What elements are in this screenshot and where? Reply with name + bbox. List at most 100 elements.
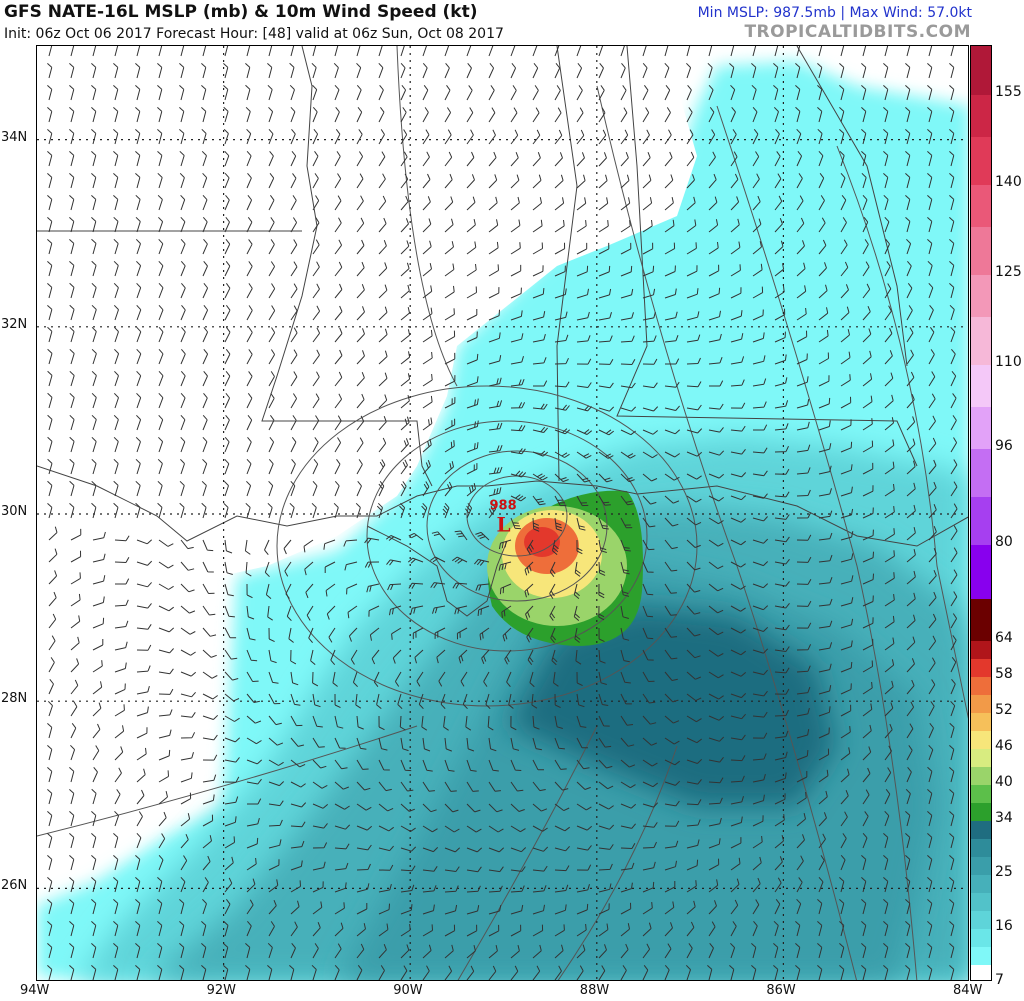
wind-barb	[796, 578, 812, 585]
wind-barb	[686, 900, 696, 915]
wind-barb	[479, 627, 490, 641]
wind-barb	[306, 605, 314, 621]
wind-barb	[554, 451, 570, 458]
wind-barb	[180, 539, 194, 550]
wind-barb	[730, 899, 739, 915]
wind-barb	[554, 311, 568, 321]
wind-barb	[884, 483, 895, 497]
wind-barb	[488, 85, 495, 101]
wind-barb	[774, 263, 785, 277]
wind-barb	[91, 877, 97, 893]
wind-barb	[554, 924, 565, 937]
wind-barb	[290, 106, 296, 123]
wind-barb	[47, 392, 53, 409]
wind-barb	[620, 312, 634, 321]
wind-barb	[378, 240, 387, 255]
wind-barb	[224, 414, 230, 431]
wind-barb	[774, 514, 790, 520]
wind-barb	[642, 671, 655, 682]
wind-barb	[550, 627, 557, 644]
wind-barb	[48, 46, 53, 57]
wind-barb	[664, 715, 680, 724]
wind-barb	[554, 174, 564, 189]
wind-barb	[906, 394, 915, 409]
wind-barb	[752, 815, 764, 827]
wind-barb	[884, 637, 895, 651]
wind-barb	[224, 649, 238, 660]
wind-barb	[752, 263, 763, 277]
wind-barb	[576, 311, 590, 321]
wind-barb	[752, 493, 768, 499]
wind-barb	[664, 964, 670, 980]
wind-barb	[774, 240, 784, 255]
wind-barb	[47, 789, 53, 805]
wind-barb	[774, 834, 784, 849]
wind-barb	[818, 307, 829, 321]
wind-barb	[686, 311, 700, 321]
wind-barb	[180, 732, 196, 739]
wind-barb	[620, 152, 629, 167]
wind-barb	[642, 693, 656, 704]
wind-barb	[378, 825, 394, 832]
colorbar-tick-label: 52	[995, 702, 1013, 718]
wind-barb	[223, 106, 229, 123]
wind-barb	[378, 903, 390, 915]
wind-barb	[488, 924, 500, 937]
wind-barb	[730, 402, 746, 409]
wind-barb	[91, 965, 97, 980]
wind-barb	[884, 767, 892, 783]
wind-barb	[664, 429, 681, 435]
wind-barb	[752, 286, 764, 299]
wind-barb	[620, 406, 637, 412]
wind-barb	[158, 238, 164, 255]
wind-barb	[950, 370, 957, 387]
wind-barb	[91, 943, 97, 959]
wind-barb	[378, 923, 389, 937]
wind-barb	[620, 693, 632, 705]
wind-barb	[686, 517, 702, 526]
wind-barb	[485, 693, 491, 710]
wind-barb	[554, 265, 566, 277]
wind-barb	[730, 857, 741, 871]
wind-barb	[510, 242, 521, 255]
wind-barb	[47, 436, 53, 453]
wind-barb	[113, 414, 119, 431]
wind-barb	[884, 327, 893, 343]
wind-barb	[136, 326, 142, 343]
wind-barb	[158, 811, 167, 827]
wind-barb	[664, 671, 678, 681]
wind-barb	[796, 750, 809, 761]
wind-barb	[113, 502, 119, 519]
wind-barb	[70, 528, 82, 541]
wind-barb	[796, 600, 812, 607]
wind-barb	[906, 260, 912, 277]
wind-barb	[510, 715, 517, 731]
wind-barb	[356, 372, 365, 387]
wind-barb	[113, 260, 119, 277]
colorbar-tick-label: 64	[995, 630, 1013, 646]
isobar	[396, 46, 458, 387]
wind-barb	[708, 693, 724, 700]
wind-barb	[488, 803, 503, 813]
wind-barb	[223, 63, 229, 79]
wind-barb	[774, 173, 782, 189]
colorbar-segment	[971, 544, 991, 599]
wind-barb	[356, 84, 362, 101]
wind-barb	[906, 701, 915, 717]
wind-barb	[466, 398, 479, 409]
wind-barb	[862, 551, 874, 563]
wind-barb	[356, 62, 362, 79]
wind-barb	[927, 85, 933, 101]
wind-barb	[48, 570, 58, 585]
wind-barb	[378, 129, 385, 145]
wind-barb	[818, 488, 832, 497]
wind-barb	[466, 241, 477, 255]
wind-barb	[422, 85, 429, 101]
wind-barb	[620, 843, 636, 849]
wind-barb	[840, 704, 852, 717]
wind-barb	[818, 375, 830, 387]
wind-barb	[157, 151, 163, 167]
wind-barb	[268, 879, 279, 893]
wind-barb	[180, 834, 189, 849]
wind-barb	[949, 283, 955, 299]
